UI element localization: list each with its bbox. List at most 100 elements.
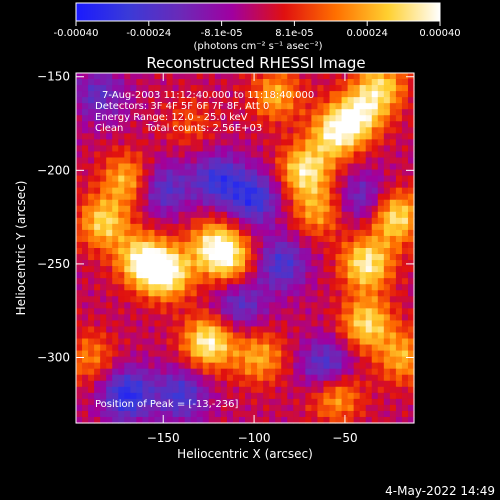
heatmap-cell — [214, 181, 222, 189]
heatmap-cell — [220, 151, 228, 159]
heatmap-cell — [106, 223, 113, 231]
heatmap-cell — [311, 223, 319, 231]
heatmap-cell — [106, 91, 113, 98]
heatmap-cell — [281, 254, 288, 261]
heatmap-cell — [202, 314, 210, 322]
heatmap-cell — [208, 374, 216, 382]
heatmap-cell — [353, 374, 361, 382]
heatmap-cell — [287, 181, 294, 189]
heatmap-cell — [232, 398, 240, 406]
heatmap-cell — [311, 79, 319, 86]
heatmap-cell — [166, 163, 174, 171]
heatmap-cell — [275, 229, 282, 237]
heatmap-cell — [365, 181, 373, 189]
heatmap-cell — [136, 193, 143, 201]
heatmap-cell — [232, 241, 240, 249]
heatmap-cell — [407, 145, 415, 153]
heatmap-cell — [293, 223, 300, 231]
heatmap-cell — [214, 103, 222, 110]
heatmap-cell — [232, 121, 240, 128]
heatmap-cell — [76, 284, 83, 291]
heatmap-cell — [269, 266, 276, 273]
heatmap-cell — [275, 235, 282, 243]
heatmap-cell — [166, 272, 174, 279]
heatmap-cell — [359, 169, 367, 177]
heatmap-cell — [220, 308, 228, 315]
heatmap-cell — [148, 290, 156, 297]
heatmap-cell — [82, 229, 89, 237]
heatmap-cell — [226, 362, 234, 370]
heatmap-cell — [359, 163, 367, 171]
heatmap-cell — [365, 115, 373, 122]
heatmap-cell — [335, 193, 343, 201]
heatmap-cell — [166, 326, 174, 334]
heatmap-cell — [190, 115, 198, 122]
heatmap-cell — [76, 338, 83, 346]
heatmap-cell — [341, 380, 349, 388]
heatmap-cell — [353, 290, 361, 297]
heatmap-cell — [275, 416, 282, 424]
heatmap-cell — [311, 356, 319, 364]
heatmap-cell — [335, 127, 343, 134]
heatmap-cell — [190, 109, 198, 116]
heatmap-cell — [88, 79, 95, 86]
heatmap-cell — [287, 392, 294, 400]
heatmap-cell — [130, 97, 137, 104]
heatmap-cell — [232, 248, 240, 255]
heatmap-cell — [263, 350, 270, 358]
heatmap-cell — [208, 254, 216, 261]
heatmap-cell — [401, 266, 409, 273]
heatmap-cell — [269, 326, 276, 334]
heatmap-cell — [383, 79, 391, 86]
heatmap-cell — [401, 278, 409, 285]
heatmap-cell — [142, 91, 150, 98]
heatmap-cell — [82, 115, 89, 122]
heatmap-cell — [341, 368, 349, 376]
heatmap-cell — [130, 151, 137, 159]
heatmap-cell — [154, 139, 162, 147]
heatmap-cell — [407, 410, 415, 418]
heatmap-cell — [245, 290, 252, 297]
heatmap-cell — [142, 139, 150, 147]
heatmap-cell — [323, 115, 331, 122]
heatmap-cell — [220, 181, 228, 189]
heatmap-cell — [395, 145, 403, 153]
heatmap-cell — [263, 73, 270, 80]
heatmap-cell — [281, 290, 288, 297]
heatmap-cell — [407, 175, 415, 183]
heatmap-cell — [245, 193, 252, 201]
heatmap-cell — [311, 416, 319, 424]
heatmap-cell — [148, 332, 156, 340]
heatmap-cell — [395, 103, 403, 110]
heatmap-cell — [263, 338, 270, 346]
heatmap-cell — [377, 308, 385, 315]
heatmap-cell — [82, 85, 89, 92]
heatmap-cell — [383, 302, 391, 309]
heatmap-cell — [88, 260, 95, 267]
heatmap-cell — [112, 392, 119, 400]
heatmap-cell — [245, 229, 252, 237]
heatmap-cell — [88, 254, 95, 261]
heatmap-cell — [371, 193, 379, 201]
heatmap-cell — [166, 205, 174, 213]
heatmap-cell — [299, 157, 306, 165]
heatmap-cell — [76, 229, 83, 237]
heatmap-cell — [389, 248, 397, 255]
heatmap-cell — [311, 278, 319, 285]
heatmap-cell — [142, 314, 150, 322]
heatmap-cell — [88, 404, 95, 412]
heatmap-cell — [365, 139, 373, 147]
heatmap-cell — [263, 229, 270, 237]
heatmap-cell — [130, 314, 137, 322]
heatmap-cell — [329, 241, 337, 249]
heatmap-cell — [299, 199, 306, 207]
heatmap-cell — [142, 278, 150, 285]
heatmap-cell — [232, 260, 240, 267]
heatmap-cell — [166, 181, 174, 189]
heatmap-cell — [245, 386, 252, 394]
heatmap-cell — [305, 73, 312, 80]
heatmap-cell — [208, 362, 216, 370]
heatmap-cell — [281, 241, 288, 249]
heatmap-cell — [166, 266, 174, 273]
heatmap-cell — [293, 308, 300, 315]
